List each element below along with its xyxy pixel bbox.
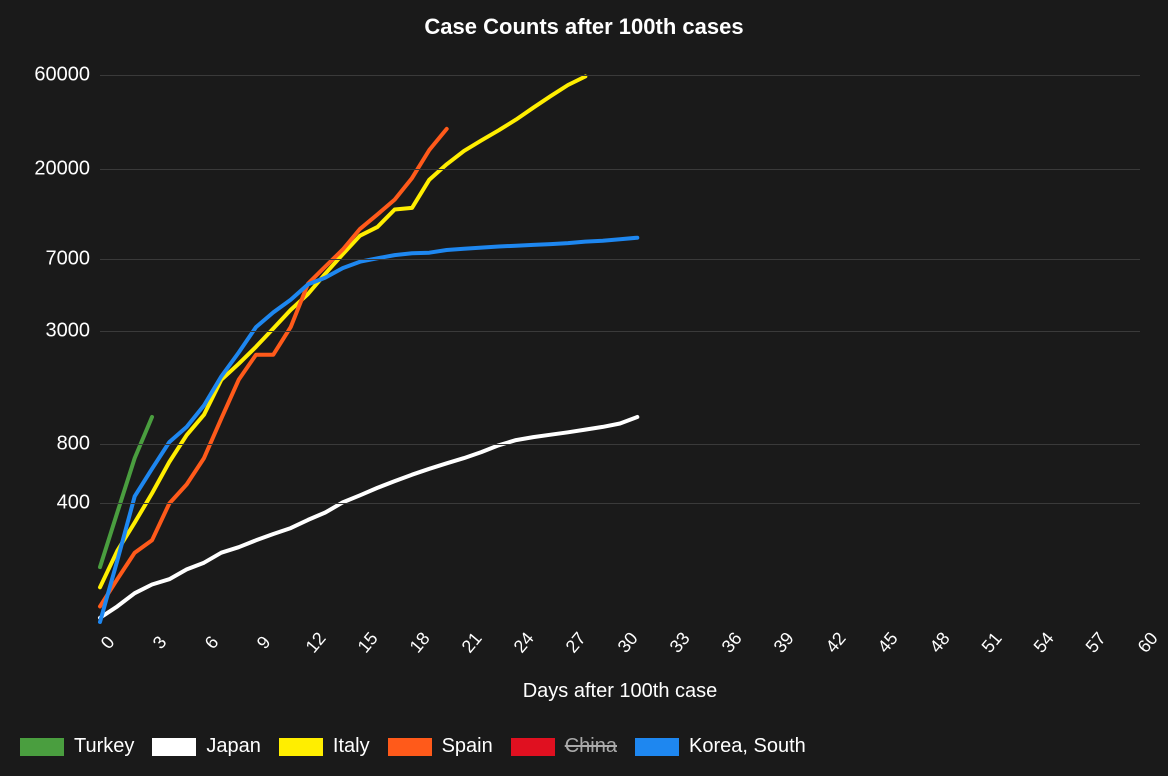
chart-title: Case Counts after 100th cases <box>0 14 1168 40</box>
x-tick-label: 6 <box>201 632 224 653</box>
legend-swatch <box>388 738 432 756</box>
legend-item-italy[interactable]: Italy <box>279 735 370 758</box>
x-tick-label: 54 <box>1030 628 1059 657</box>
legend-label: Japan <box>206 735 261 758</box>
y-tick-label: 3000 <box>0 320 90 343</box>
y-tick-label: 7000 <box>0 247 90 270</box>
legend-swatch <box>635 738 679 756</box>
legend-item-spain[interactable]: Spain <box>388 735 493 758</box>
y-axis-labels: 400 800 3000 7000 20000 60000 <box>0 62 90 622</box>
legend-label: Korea, South <box>689 735 806 758</box>
x-tick-label: 18 <box>406 628 435 657</box>
legend-item-turkey[interactable]: Turkey <box>20 735 134 758</box>
x-tick-label: 42 <box>822 628 851 657</box>
x-tick-label: 3 <box>149 632 172 653</box>
legend-item-china[interactable]: China <box>511 735 617 758</box>
x-tick-label: 51 <box>978 628 1007 657</box>
x-tick-label: 33 <box>666 628 695 657</box>
legend-item-korea-south[interactable]: Korea, South <box>635 735 806 758</box>
x-tick-label: 27 <box>562 628 591 657</box>
x-tick-label: 60 <box>1134 628 1163 657</box>
y-tick-label: 20000 <box>0 158 90 181</box>
x-tick-label: 0 <box>97 632 120 653</box>
legend-label: Spain <box>442 735 493 758</box>
x-tick-label: 21 <box>458 628 487 657</box>
legend-item-japan[interactable]: Japan <box>152 735 261 758</box>
chart-lines-svg <box>100 62 1140 622</box>
x-tick-label: 39 <box>770 628 799 657</box>
y-tick-label: 800 <box>0 433 90 456</box>
series-line-korea-south <box>100 238 637 622</box>
x-axis-title: Days after 100th case <box>100 680 1140 703</box>
x-axis-labels: 03691215182124273033363942454851545760 <box>100 628 1140 678</box>
x-tick-label: 12 <box>302 628 331 657</box>
chart-container: Case Counts after 100th cases 400 800 3000… <box>0 0 1168 776</box>
x-tick-label: 36 <box>718 628 747 657</box>
x-tick-label: 15 <box>354 628 383 657</box>
x-tick-label: 30 <box>614 628 643 657</box>
legend-label: Turkey <box>74 735 134 758</box>
y-gridline <box>100 169 1140 170</box>
legend-swatch <box>152 738 196 756</box>
legend-swatch <box>20 738 64 756</box>
x-tick-label: 48 <box>926 628 955 657</box>
y-gridline <box>100 259 1140 260</box>
legend-swatch <box>511 738 555 756</box>
x-tick-label: 57 <box>1082 628 1111 657</box>
x-tick-label: 24 <box>510 628 539 657</box>
legend-label: Italy <box>333 735 370 758</box>
y-gridline <box>100 444 1140 445</box>
x-tick-label: 9 <box>253 632 276 653</box>
y-tick-label: 60000 <box>0 64 90 87</box>
legend-swatch <box>279 738 323 756</box>
y-gridline <box>100 503 1140 504</box>
y-gridline <box>100 331 1140 332</box>
plot-area <box>100 62 1140 622</box>
y-tick-label: 400 <box>0 492 90 515</box>
legend-label: China <box>565 735 617 758</box>
y-gridline <box>100 75 1140 76</box>
x-tick-label: 45 <box>874 628 903 657</box>
chart-legend: Turkey Japan Italy Spain China Korea, South <box>20 735 1148 758</box>
